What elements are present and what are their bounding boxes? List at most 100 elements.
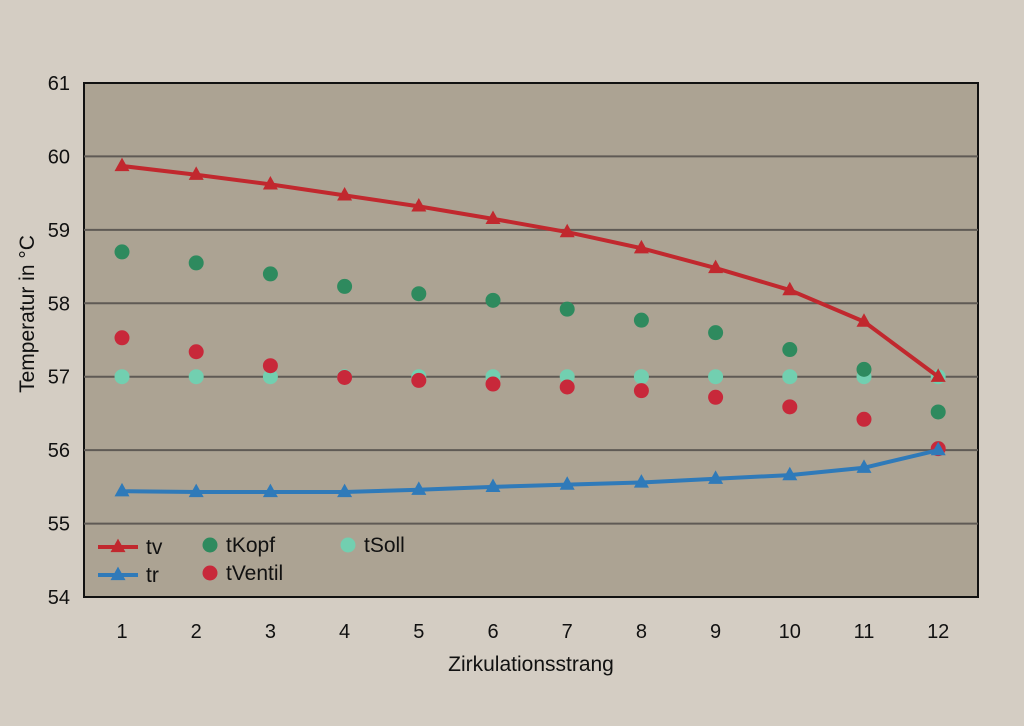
data-point-tr [782,466,798,481]
data-point-tsoll [262,369,278,385]
data-point-tventil [782,399,798,415]
data-point-tr [262,483,278,498]
data-point-tkopf [559,301,575,317]
series-layer [114,157,946,498]
x-tick-label: 10 [779,621,801,643]
data-point-tr [856,459,872,473]
data-point-tv [559,223,575,238]
data-point-tr [930,441,946,456]
series-tr [114,441,946,498]
x-tick-label: 8 [636,621,647,643]
data-point-tkopf [411,286,427,302]
legend-swatch-marker [110,566,126,581]
series-line-tr [121,448,939,494]
data-point-tr [633,474,649,488]
y-tick-label: 59 [48,220,70,242]
data-point-tkopf [856,361,872,377]
data-point-tkopf [782,342,798,358]
legend-label: tKopf [226,534,275,557]
data-point-tventil [485,376,501,392]
data-point-tv [262,175,278,190]
y-tick-label: 56 [48,440,70,462]
grid-lines [84,155,978,525]
legend-item-tventil: tVentil [202,562,283,585]
data-point-tventil [337,369,353,385]
x-axis-label: Zirkulationsstrang [448,653,614,676]
data-point-tsoll [188,369,204,385]
x-tick-label: 5 [413,621,424,643]
data-point-tsoll [114,369,130,385]
series-tv [114,157,946,382]
data-point-tventil [633,383,649,399]
y-tick-label: 58 [48,293,70,315]
data-point-tventil [188,344,204,360]
data-point-tv [188,166,204,180]
legend-label: tSoll [364,534,405,557]
legend-item-tr: tr [98,564,159,587]
y-tick-label: 55 [48,514,70,536]
x-tick-label: 1 [116,621,127,643]
data-point-tkopf [188,255,204,271]
x-tick-label: 4 [339,621,350,643]
legend-swatch-marker [110,538,126,553]
x-tick-label: 9 [710,621,721,643]
data-point-tsoll [559,369,575,385]
data-point-tv [485,210,501,224]
data-point-tv [708,259,724,274]
data-point-tkopf [114,244,130,260]
data-point-tkopf [485,292,501,308]
plot-area [83,82,979,598]
data-point-tsoll [633,369,649,385]
data-point-tr [708,470,724,484]
legend-swatch-marker [202,565,218,581]
data-point-tv [337,186,353,201]
legend-label: tVentil [226,562,283,585]
data-point-tventil [114,330,130,346]
data-point-tventil [856,411,872,427]
legend-label: tv [146,536,163,559]
legend-item-tsoll: tSoll [340,534,405,557]
x-tick-label: 12 [927,621,949,643]
data-point-tr [114,482,130,497]
y-axis-label: Temperatur in °C [16,235,39,393]
data-point-tkopf [337,278,353,294]
data-point-tventil [262,358,278,374]
x-tick-label: 11 [854,621,875,643]
legend-item-tv: tv [98,536,163,559]
x-tick-label: 6 [487,621,498,643]
data-point-tkopf [708,325,724,341]
data-point-tsoll [708,369,724,385]
data-point-tv [114,157,130,172]
data-point-tv [856,313,872,327]
x-tick-label: 7 [562,621,573,643]
legend-item-tkopf: tKopf [202,534,275,557]
legend-swatch-marker [340,537,356,553]
y-tick-label: 61 [48,73,70,95]
data-point-tr [411,481,427,495]
legend-label: tr [146,564,159,587]
series-tventil [114,330,946,457]
data-point-tr [485,478,501,492]
y-tick-label: 60 [48,146,70,168]
data-point-tr [188,483,204,498]
series-line-tv [121,163,940,379]
y-tick-labels: 54 55 56 57 58 59 60 61 [48,73,70,609]
data-point-tventil [411,372,427,388]
series-tkopf [114,244,946,420]
x-tick-label: 2 [191,621,202,643]
data-point-tventil [708,389,724,405]
data-point-tr [559,476,575,490]
data-point-tr [337,483,353,498]
y-tick-label: 54 [48,587,70,609]
y-tick-label: 57 [48,367,70,389]
x-tick-labels: 1 2 3 4 5 6 7 8 9 10 11 12 [116,621,949,643]
data-point-tv [782,281,798,296]
legend-swatch-marker [202,537,218,553]
data-point-tkopf [930,404,946,420]
data-point-tkopf [262,266,278,282]
data-point-tkopf [633,312,649,328]
data-point-tv [633,239,649,254]
legend: tv tr tKopf tVentil tSoll [98,534,405,587]
data-point-tv [411,197,427,212]
